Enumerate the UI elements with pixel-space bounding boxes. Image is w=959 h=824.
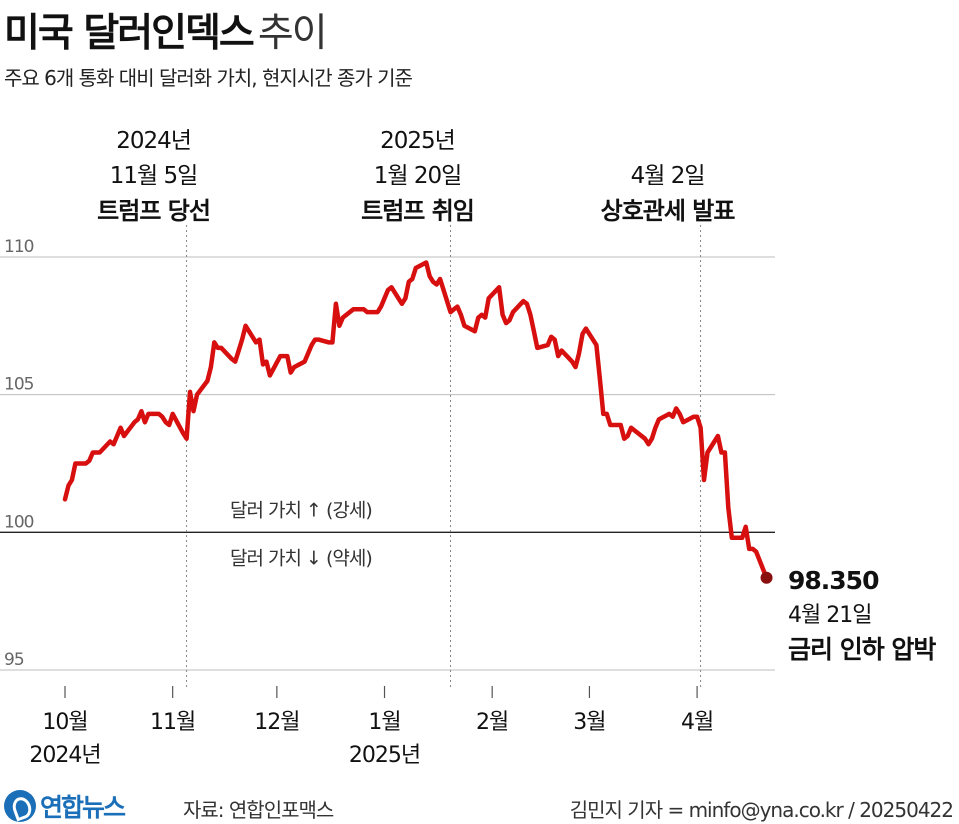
y-tick-label: 105 bbox=[4, 375, 34, 395]
subtitle: 주요 6개 통화 대비 달러화 가치, 현지시간 종가 기준 bbox=[4, 66, 413, 90]
title-suffix: 추이 bbox=[257, 11, 328, 56]
y-tick-label: 110 bbox=[4, 237, 34, 257]
logo-icon bbox=[4, 790, 36, 822]
x-tick-label: 11월 bbox=[150, 710, 195, 735]
yonhap-logo: 연합뉴스 bbox=[4, 788, 126, 824]
x-tick-label: 12월 bbox=[254, 710, 299, 735]
end-note-label: 금리 인하 압박 bbox=[788, 635, 936, 664]
event-year: 2025년 bbox=[380, 128, 455, 154]
x-tick-sublabel: 2024년 bbox=[29, 743, 100, 768]
event-date: 4월 2일 bbox=[631, 163, 705, 189]
page-title: 미국 달러인덱스 추이 bbox=[4, 2, 328, 58]
title-main: 미국 달러인덱스 bbox=[4, 11, 255, 56]
event-year: 2024년 bbox=[116, 128, 191, 154]
x-tick-label: 1월 bbox=[368, 710, 400, 735]
x-tick-label: 2월 bbox=[476, 710, 508, 735]
x-tick-label: 3월 bbox=[573, 710, 605, 735]
x-tick-label: 10월 bbox=[42, 710, 87, 735]
x-tick-label: 4월 bbox=[681, 710, 713, 735]
zone-label-weak: 달러 가치 ↓ (약세) bbox=[230, 547, 372, 569]
zone-label-strong: 달러 가치 ↑ (강세) bbox=[230, 499, 372, 521]
event-label: 상호관세 발표 bbox=[601, 197, 736, 225]
series-line bbox=[62, 260, 769, 581]
end-value-label: 98.350 bbox=[788, 566, 879, 595]
credit-note: 김민지 기자 = minfo@yna.co.kr / 20250422 bbox=[569, 798, 954, 822]
event-label: 트럼프 당선 bbox=[97, 197, 210, 225]
y-tick-label: 100 bbox=[4, 512, 34, 532]
source-note: 자료: 연합인포맥스 bbox=[183, 798, 334, 822]
x-tick-sublabel: 2025년 bbox=[349, 743, 420, 768]
event-label: 트럼프 취임 bbox=[361, 197, 474, 225]
y-tick-label: 95 bbox=[4, 650, 24, 670]
end-point-marker bbox=[760, 571, 773, 584]
logo-text: 연합뉴스 bbox=[40, 793, 126, 822]
end-date-label: 4월 21일 bbox=[788, 603, 871, 628]
event-date: 1월 20일 bbox=[374, 163, 462, 189]
event-date: 11월 5일 bbox=[110, 163, 198, 189]
